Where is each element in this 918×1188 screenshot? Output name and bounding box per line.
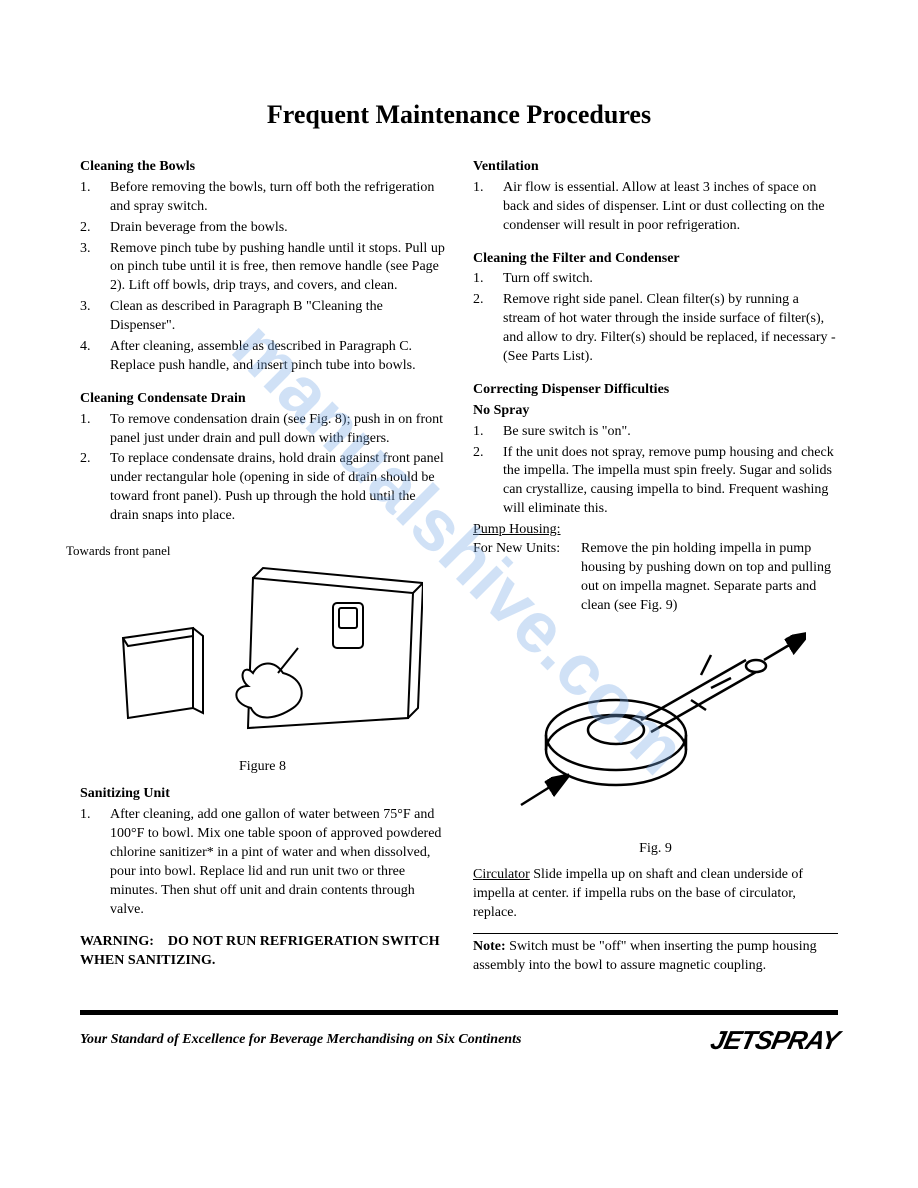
list-item: 2.Remove right side panel. Clean filter(… <box>473 291 838 367</box>
pump-housing-label: Pump Housing: <box>473 521 838 540</box>
fig8-label-text: Towards front panel <box>66 543 171 558</box>
list-number: 1. <box>473 270 489 289</box>
list-text: Before removing the bowls, turn off both… <box>110 179 445 217</box>
list-item: 1.After cleaning, add one gallon of wate… <box>80 806 445 919</box>
list-ventilation: 1.Air flow is essential. Allow at least … <box>473 179 838 236</box>
list-item: 1. Before removing the bowls, turn off bo… <box>80 179 445 217</box>
warning-text: WARNING: DO NOT RUN REFRIGERATION SWITCH… <box>80 933 445 971</box>
note-text: Switch must be "off" when inserting the … <box>473 939 817 973</box>
list-text: If the unit does not spray, remove pump … <box>503 444 838 520</box>
list-item: 1. Turn off switch. <box>473 270 838 289</box>
list-text: After cleaning, add one gallon of water … <box>110 806 445 919</box>
footer-tagline: Your Standard of Excellence for Beverage… <box>80 1032 521 1048</box>
list-number: 2. <box>473 444 489 520</box>
new-units-row: For New Units: Remove the pin holding im… <box>473 540 838 616</box>
list-text: Turn off switch. <box>503 270 838 289</box>
jetspray-logo: JETSPRAY <box>707 1025 841 1056</box>
figure-8-caption: Figure 8 <box>80 758 445 777</box>
list-item: 3. Clean as described in Paragraph B "Cle… <box>80 298 445 336</box>
new-units-text: Remove the pin holding impella in pump h… <box>581 540 838 616</box>
note-paragraph: Note: Switch must be "off" when insertin… <box>473 938 838 976</box>
list-text: Clean as described in Paragraph B "Clean… <box>110 298 445 336</box>
note-label: Note: <box>473 939 506 954</box>
list-item: 1. Be sure switch is "on". <box>473 423 838 442</box>
list-number: 1. <box>473 179 489 236</box>
heading-sanitizing: Sanitizing Unit <box>80 785 445 804</box>
list-item: 2.To replace condensate drains, hold dra… <box>80 450 445 526</box>
list-number: 4. <box>80 338 96 376</box>
page-title: Frequent Maintenance Procedures <box>80 100 838 130</box>
note-rule <box>473 933 838 934</box>
list-text: To replace condensate drains, hold drain… <box>110 450 445 526</box>
list-number: 1. <box>80 179 96 217</box>
footer: Your Standard of Excellence for Beverage… <box>80 1025 838 1056</box>
heading-condensate-drain: Cleaning Condensate Drain <box>80 390 445 409</box>
list-nospray: 1. Be sure switch is "on". 2.If the unit … <box>473 423 838 519</box>
subheading-nospray: No Spray <box>473 402 838 421</box>
heading-ventilation: Ventilation <box>473 158 838 177</box>
figure-8-annotation: Towards front panel <box>66 544 431 558</box>
list-item: 2. Drain beverage from the bowls. <box>80 219 445 238</box>
list-sanitizing: 1.After cleaning, add one gallon of wate… <box>80 806 445 919</box>
list-text: Remove right side panel. Clean filter(s)… <box>503 291 838 367</box>
left-column: Cleaning the Bowls 1. Before removing the… <box>80 158 445 976</box>
heading-filter-condenser: Cleaning the Filter and Condenser <box>473 250 838 269</box>
list-number: 1. <box>80 411 96 449</box>
list-number: 2. <box>473 291 489 367</box>
circulator-paragraph: Circulator Slide impella up on shaft and… <box>473 866 838 923</box>
list-condensate-drain: 1. To remove condensation drain (see Fig.… <box>80 411 445 526</box>
list-item: 3.Remove pinch tube by pushing handle un… <box>80 240 445 297</box>
list-text: Drain beverage from the bowls. <box>110 219 445 238</box>
list-text: Air flow is essential. Allow at least 3 … <box>503 179 838 236</box>
list-text: Remove pinch tube by pushing handle unti… <box>110 240 445 297</box>
list-number: 3. <box>80 240 96 297</box>
heading-difficulties: Correcting Dispenser Difficulties <box>473 381 838 400</box>
figure-9-illustration <box>506 620 806 830</box>
new-units-label: For New Units: <box>473 540 573 616</box>
footer-rule <box>80 1010 838 1015</box>
list-number: 3. <box>80 298 96 336</box>
list-filter-condenser: 1. Turn off switch. 2.Remove right side p… <box>473 270 838 366</box>
figure-8-illustration <box>103 558 423 748</box>
list-item: 1. To remove condensation drain (see Fig.… <box>80 411 445 449</box>
list-cleaning-bowls: 1. Before removing the bowls, turn off bo… <box>80 179 445 376</box>
list-number: 1. <box>473 423 489 442</box>
list-number: 2. <box>80 219 96 238</box>
heading-cleaning-bowls: Cleaning the Bowls <box>80 158 445 177</box>
list-text: To remove condensation drain (see Fig. 8… <box>110 411 445 449</box>
pump-housing-underline: Pump Housing: <box>473 522 561 537</box>
right-column: Ventilation 1.Air flow is essential. All… <box>473 158 838 976</box>
page: manualshive.com Frequent Maintenance Pro… <box>0 0 918 1096</box>
list-number: 2. <box>80 450 96 526</box>
columns: Cleaning the Bowls 1. Before removing the… <box>80 158 838 976</box>
list-item: 2.If the unit does not spray, remove pum… <box>473 444 838 520</box>
circulator-label: Circulator <box>473 867 530 882</box>
list-item: 4. After cleaning, assemble as described … <box>80 338 445 376</box>
list-text: After cleaning, assemble as described in… <box>110 338 445 376</box>
list-text: Be sure switch is "on". <box>503 423 838 442</box>
list-number: 1. <box>80 806 96 919</box>
figure-9-caption: Fig. 9 <box>473 840 838 859</box>
list-item: 1.Air flow is essential. Allow at least … <box>473 179 838 236</box>
